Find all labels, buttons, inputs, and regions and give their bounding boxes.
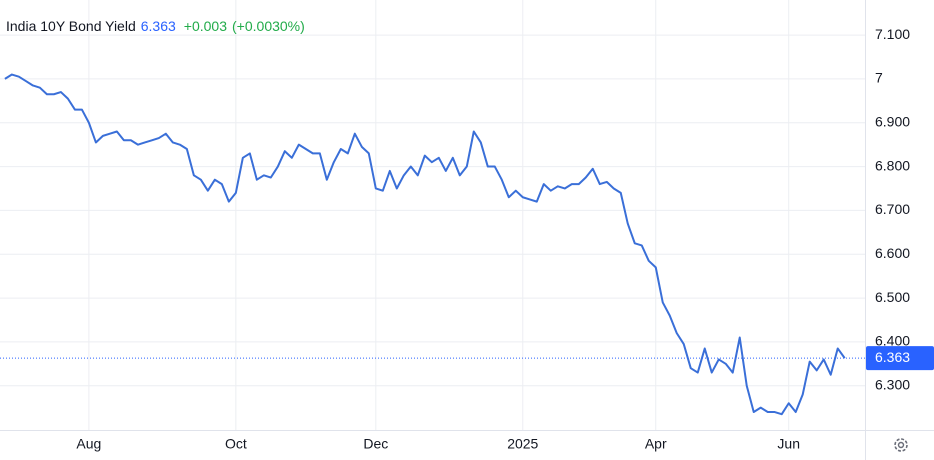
y-tick-label: 6.400 bbox=[875, 333, 910, 349]
y-tick-label: 6.800 bbox=[875, 157, 910, 173]
last-value: 6.363 bbox=[141, 18, 176, 34]
last-value-label: 6.363 bbox=[875, 349, 910, 365]
y-tick-label: 6.500 bbox=[875, 289, 910, 305]
last-value-tag bbox=[866, 346, 934, 371]
x-tick-label: Apr bbox=[645, 436, 667, 452]
x-tick-label: Dec bbox=[363, 436, 388, 452]
chart-header: India 10Y Bond Yield 6.363 +0.003 (+0.0030%… bbox=[6, 18, 305, 34]
y-tick-label: 7 bbox=[875, 70, 883, 86]
series-name: India 10Y Bond Yield bbox=[6, 18, 136, 34]
x-tick-label: 2025 bbox=[507, 436, 538, 452]
settings-icon[interactable] bbox=[894, 438, 908, 452]
change: +0.003 bbox=[184, 18, 227, 34]
x-tick-label: Oct bbox=[225, 436, 247, 452]
y-tick-label: 6.600 bbox=[875, 245, 910, 261]
x-tick-label: Jun bbox=[777, 436, 800, 452]
y-tick-label: 6.300 bbox=[875, 376, 910, 392]
line-series bbox=[4, 73, 846, 416]
y-tick-label: 6.900 bbox=[875, 113, 910, 129]
y-tick-label: 7.100 bbox=[875, 26, 910, 42]
change-percent: (+0.0030%) bbox=[232, 18, 305, 34]
gear-outer bbox=[894, 438, 908, 452]
y-tick-label: 6.700 bbox=[875, 201, 910, 217]
x-tick-label: Aug bbox=[76, 436, 101, 452]
gear-inner bbox=[897, 441, 905, 449]
